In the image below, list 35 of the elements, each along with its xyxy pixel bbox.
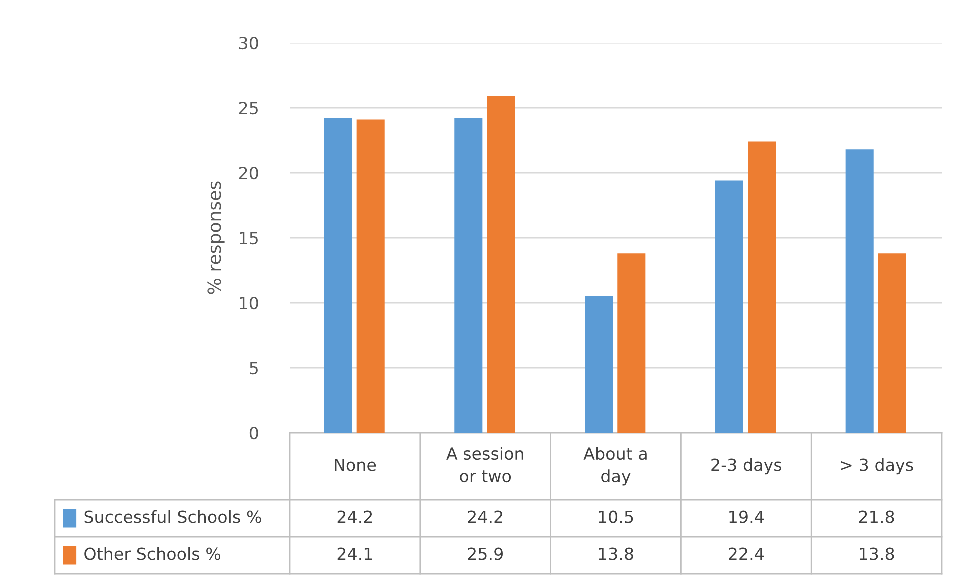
- y-tick-label: 15: [240, 232, 258, 245]
- x-tick-label: 2-3 days: [712, 458, 782, 475]
- bar: [324, 118, 352, 433]
- x-tick-label: About a day: [584, 447, 647, 486]
- x-tick-label: None: [335, 458, 376, 472]
- data-label: 24.1: [338, 548, 372, 560]
- bar: [585, 296, 614, 433]
- legend-label: Successful Schools %: [84, 510, 262, 524]
- x-tick-label: A session or two: [446, 447, 524, 483]
- bar: [748, 142, 776, 433]
- bar: [846, 150, 874, 433]
- data-label: 13.8: [599, 548, 634, 560]
- y-tick-label: 30: [240, 36, 258, 50]
- data-label: 21.8: [859, 510, 894, 524]
- data-label: 24.2: [468, 510, 502, 524]
- y-tick-label: 5: [250, 362, 258, 375]
- bar: [878, 254, 906, 433]
- bar: [618, 254, 646, 433]
- bar: [487, 96, 516, 433]
- data-label: 19.4: [730, 510, 764, 524]
- data-label: 10.5: [599, 510, 634, 524]
- y-tick-label: 10: [240, 296, 258, 310]
- data-label: 24.2: [338, 510, 372, 524]
- y-axis-title: % responses: [208, 182, 225, 294]
- bar: [356, 120, 385, 433]
- y-tick-label: 20: [239, 166, 258, 180]
- bar: [715, 180, 744, 433]
- legend-label: Other Schools %: [84, 547, 221, 560]
- data-label: 13.8: [860, 548, 894, 560]
- y-tick-label: 0: [250, 426, 258, 440]
- y-tick-label: 25: [239, 102, 258, 115]
- data-label: 25.9: [468, 548, 503, 560]
- x-tick-label: > 3 days: [841, 458, 914, 475]
- data-label: 22.4: [729, 548, 764, 560]
- bar: [454, 118, 483, 433]
